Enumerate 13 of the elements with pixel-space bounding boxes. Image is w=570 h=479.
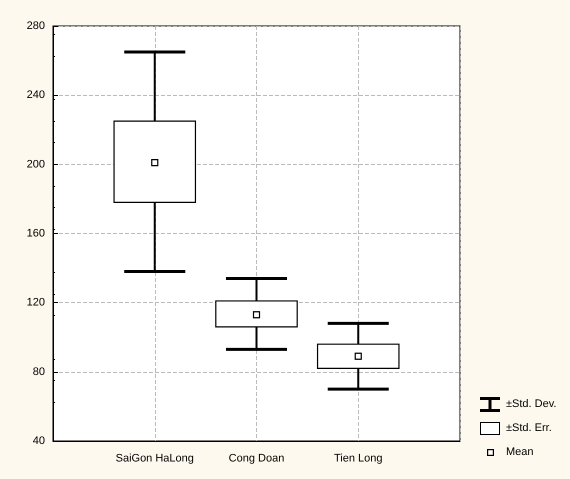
y-tick-label: 160 xyxy=(26,228,45,240)
text: ±Std. Dev. xyxy=(506,398,556,410)
x-tick-label: Cong Doan xyxy=(228,452,284,464)
y-tick-label: 80 xyxy=(32,366,45,378)
y-tick-label: 240 xyxy=(26,89,45,102)
y-tick-label: 200 xyxy=(26,158,45,170)
x-tick-label: Tien Long xyxy=(334,452,383,464)
text: Mean xyxy=(506,446,534,458)
y-tick-label: 120 xyxy=(26,296,45,309)
y-tick-label: 280 xyxy=(26,20,45,32)
text: ±Std. Err. xyxy=(506,422,552,434)
y-tick-label: 40 xyxy=(32,435,45,447)
x-tick-label: SaiGon HaLong xyxy=(116,452,194,464)
